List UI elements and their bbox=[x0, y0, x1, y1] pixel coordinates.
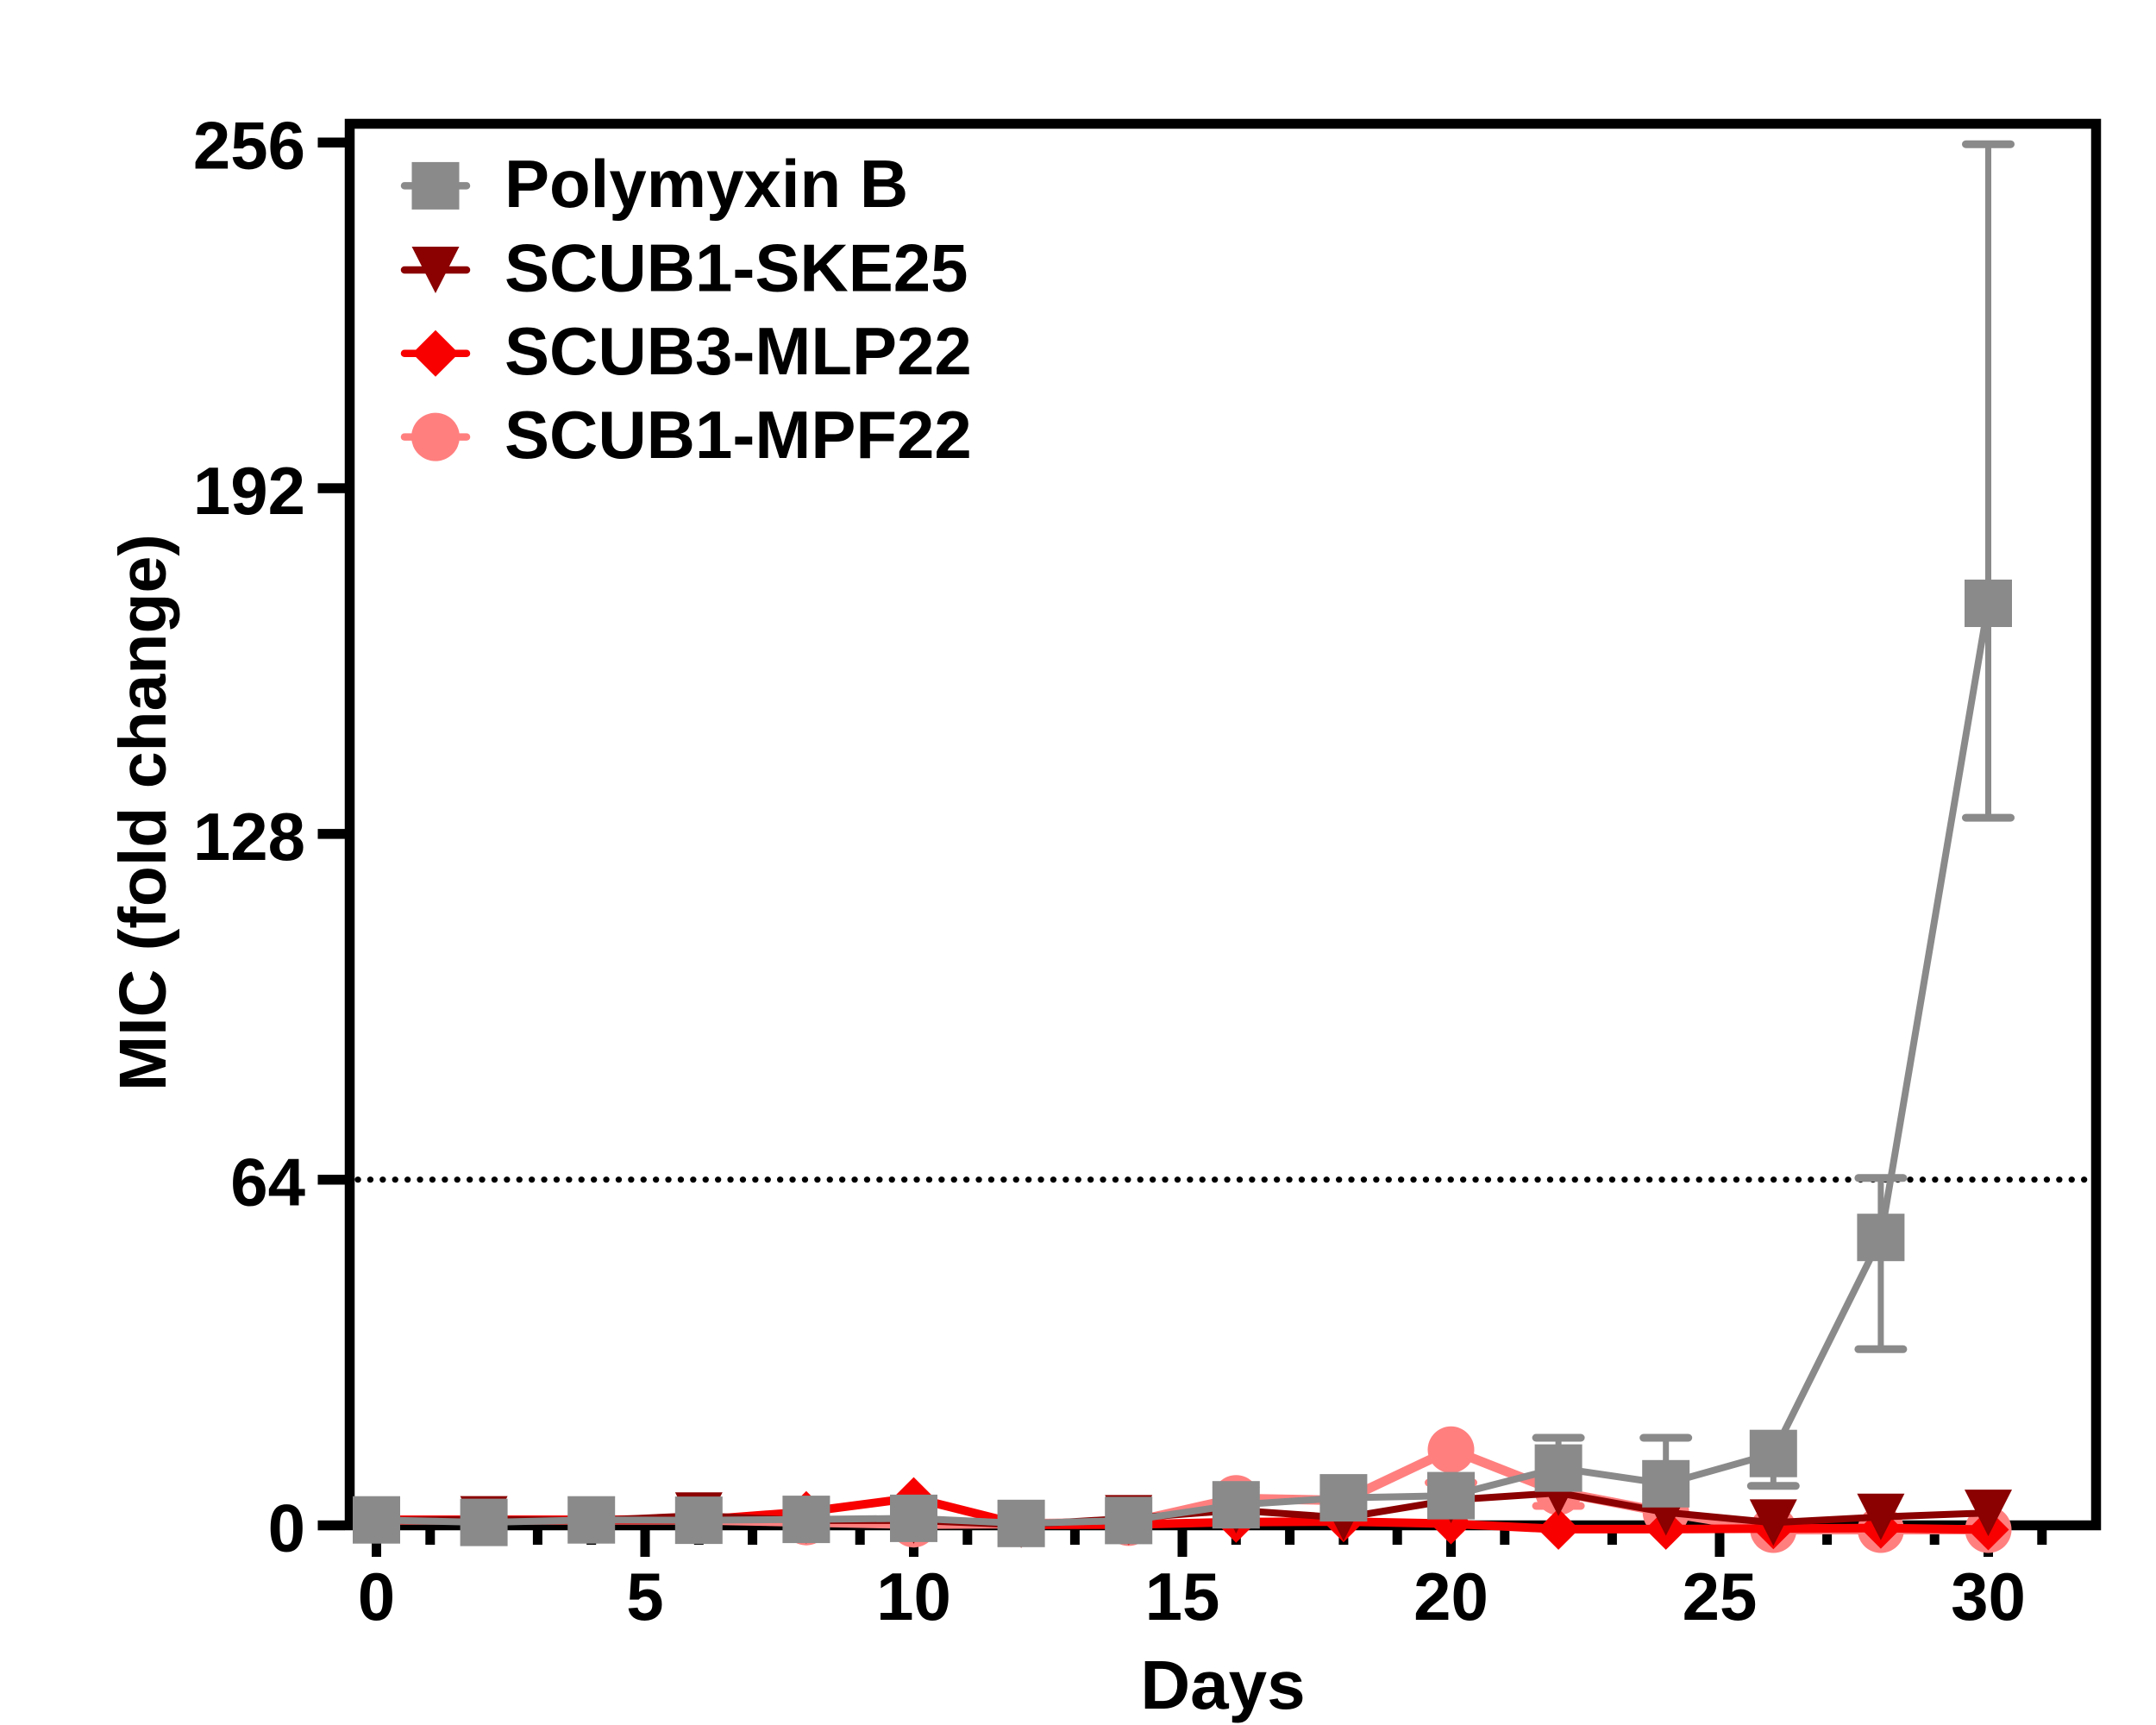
svg-text:256: 256 bbox=[193, 107, 305, 183]
svg-text:Polymyxin B: Polymyxin B bbox=[505, 146, 908, 222]
svg-text:30: 30 bbox=[1951, 1559, 2026, 1634]
svg-text:0: 0 bbox=[358, 1559, 395, 1634]
svg-text:10: 10 bbox=[876, 1559, 951, 1634]
svg-text:SCUB1-MPF22: SCUB1-MPF22 bbox=[505, 397, 972, 473]
svg-text:SCUB1-SKE25: SCUB1-SKE25 bbox=[505, 230, 968, 306]
svg-text:64: 64 bbox=[230, 1145, 305, 1220]
svg-text:0: 0 bbox=[268, 1490, 305, 1566]
svg-text:25: 25 bbox=[1683, 1559, 1758, 1634]
svg-text:5: 5 bbox=[626, 1559, 663, 1634]
svg-text:SCUB3-MLP22: SCUB3-MLP22 bbox=[505, 313, 972, 389]
svg-text:MIC (fold change): MIC (fold change) bbox=[106, 534, 180, 1091]
svg-text:128: 128 bbox=[193, 799, 305, 875]
svg-text:192: 192 bbox=[193, 453, 305, 529]
svg-text:Days: Days bbox=[1140, 1647, 1305, 1723]
svg-text:15: 15 bbox=[1145, 1559, 1220, 1634]
svg-text:20: 20 bbox=[1413, 1559, 1489, 1634]
